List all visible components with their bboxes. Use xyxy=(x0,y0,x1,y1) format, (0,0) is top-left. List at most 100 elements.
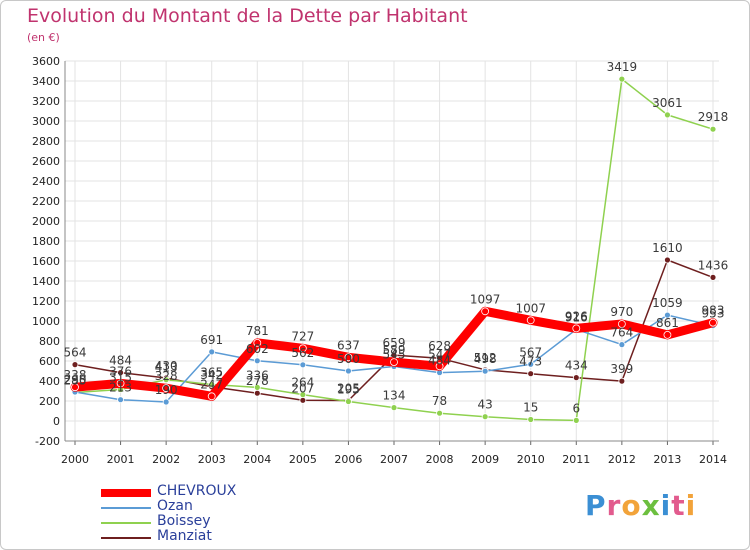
data-point xyxy=(345,367,352,375)
data-point xyxy=(664,256,671,264)
y-tick-label: 0 xyxy=(53,415,60,428)
data-label: 547 xyxy=(428,347,451,361)
data-point xyxy=(709,125,717,133)
legend-label: CHEVROUX xyxy=(157,483,237,499)
data-label: 1007 xyxy=(515,301,546,315)
x-tick-label: 2013 xyxy=(653,453,681,466)
chart-title: Evolution du Montant de la Dette par Hab… xyxy=(27,5,468,27)
data-label: 15 xyxy=(523,401,538,415)
data-label: 285 xyxy=(64,374,87,388)
x-tick-label: 2006 xyxy=(334,453,362,466)
data-label: 637 xyxy=(337,338,360,352)
data-point xyxy=(709,273,717,281)
data-label: 278 xyxy=(246,374,269,388)
data-label: 365 xyxy=(200,366,223,380)
y-tick-label: 3200 xyxy=(32,95,60,108)
data-label: 434 xyxy=(565,359,588,373)
data-label: 213 xyxy=(109,381,132,395)
data-point xyxy=(253,357,261,365)
data-point xyxy=(253,338,262,347)
data-label: 2918 xyxy=(698,110,729,124)
data-point xyxy=(664,311,671,319)
data-label: 336 xyxy=(246,368,269,382)
y-tick-label: -200 xyxy=(35,435,60,448)
data-point xyxy=(435,362,444,371)
x-tick-label: 2014 xyxy=(699,453,727,466)
data-point xyxy=(345,398,352,405)
data-label: 564 xyxy=(64,346,87,360)
data-label: 3061 xyxy=(652,96,683,110)
data-label: 484 xyxy=(428,354,451,368)
data-label: 953 xyxy=(702,307,725,321)
x-tick-label: 2001 xyxy=(107,453,135,466)
x-tick-label: 2010 xyxy=(517,453,545,466)
x-tick-label: 2004 xyxy=(243,453,271,466)
data-point xyxy=(117,369,124,377)
data-point xyxy=(618,377,626,385)
chart-unit-label: (en €) xyxy=(27,31,60,44)
y-tick-label: 3000 xyxy=(32,115,60,128)
data-label: 970 xyxy=(610,305,633,319)
y-tick-label: 400 xyxy=(39,375,60,388)
data-point xyxy=(481,307,490,316)
data-point xyxy=(527,416,535,423)
data-label: 1436 xyxy=(698,258,729,272)
data-point xyxy=(162,384,171,393)
data-label: 1059 xyxy=(652,296,683,310)
y-tick-label: 1000 xyxy=(32,315,60,328)
x-tick-label: 2008 xyxy=(426,453,454,466)
data-point xyxy=(618,341,626,349)
data-label: 1610 xyxy=(652,241,683,255)
data-label: 195 xyxy=(337,383,360,397)
data-point xyxy=(526,316,535,325)
data-point xyxy=(481,413,489,421)
x-tick-label: 2007 xyxy=(380,453,408,466)
data-label: 134 xyxy=(383,389,406,403)
data-label: 1097 xyxy=(470,292,501,306)
data-label: 589 xyxy=(383,343,406,357)
data-point xyxy=(390,404,398,412)
proxiti-logo: Proxiti xyxy=(585,489,696,522)
x-tick-label: 2011 xyxy=(562,453,590,466)
data-label: 916 xyxy=(565,310,588,324)
data-label: 328 xyxy=(155,369,178,383)
data-label: 764 xyxy=(610,326,633,340)
data-label: 205 xyxy=(337,382,360,396)
data-label: 727 xyxy=(291,329,314,343)
data-point xyxy=(572,416,580,424)
data-point xyxy=(253,383,261,391)
data-label: 399 xyxy=(610,362,633,376)
logo-letter: i xyxy=(685,489,697,522)
data-point xyxy=(299,361,307,369)
y-tick-label: 1200 xyxy=(32,295,60,308)
x-tick-label: 2009 xyxy=(471,453,499,466)
data-label: 781 xyxy=(246,324,269,338)
data-label: 545 xyxy=(383,348,406,362)
data-point xyxy=(618,75,626,83)
data-point xyxy=(481,367,489,375)
data-label: 413 xyxy=(155,361,178,375)
y-tick-label: 2400 xyxy=(32,175,60,188)
logo-letter: P xyxy=(585,489,607,522)
data-label: 500 xyxy=(337,352,360,366)
data-label: 562 xyxy=(291,346,314,360)
data-label: 43 xyxy=(478,398,493,412)
data-label: 659 xyxy=(383,336,406,350)
data-point xyxy=(390,358,398,367)
x-tick-label: 2005 xyxy=(289,453,317,466)
data-point xyxy=(208,381,216,388)
data-label: 190 xyxy=(155,383,178,397)
data-point xyxy=(344,353,353,362)
data-point xyxy=(572,374,580,382)
y-tick-label: 200 xyxy=(39,395,60,408)
data-point xyxy=(436,409,443,417)
data-label: 473 xyxy=(519,355,542,369)
data-label: 78 xyxy=(432,394,447,408)
y-tick-label: 800 xyxy=(39,335,60,348)
data-label: 290 xyxy=(64,373,87,387)
data-label: 338 xyxy=(64,368,87,382)
data-label: 628 xyxy=(428,339,451,353)
data-label: 207 xyxy=(291,381,314,395)
